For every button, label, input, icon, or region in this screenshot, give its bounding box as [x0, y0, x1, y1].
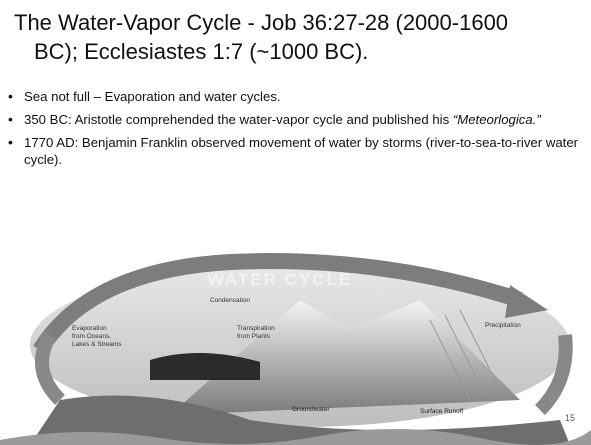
diagram-label: Groundwater: [292, 406, 330, 413]
water-cycle-diagram: WATER CYCLE Condensation Transpiration f…: [0, 0, 591, 445]
diagram-label: Lakes & Streams: [72, 341, 122, 348]
slide-number: 15: [565, 413, 575, 423]
diagram-label: Precipitation: [485, 322, 521, 329]
diagram-title: WATER CYCLE: [208, 270, 352, 289]
diagram-label: from Plants: [237, 333, 271, 340]
diagram-label: Surface Runoff: [420, 408, 463, 415]
diagram-label: Condensation: [210, 297, 250, 304]
diagram-label: Evaporation: [72, 325, 107, 332]
diagram-label: from Oceans,: [72, 333, 111, 340]
diagram-label: Transpiration: [237, 325, 275, 332]
slide: The Water-Vapor Cycle - Job 36:27-28 (20…: [0, 0, 591, 445]
